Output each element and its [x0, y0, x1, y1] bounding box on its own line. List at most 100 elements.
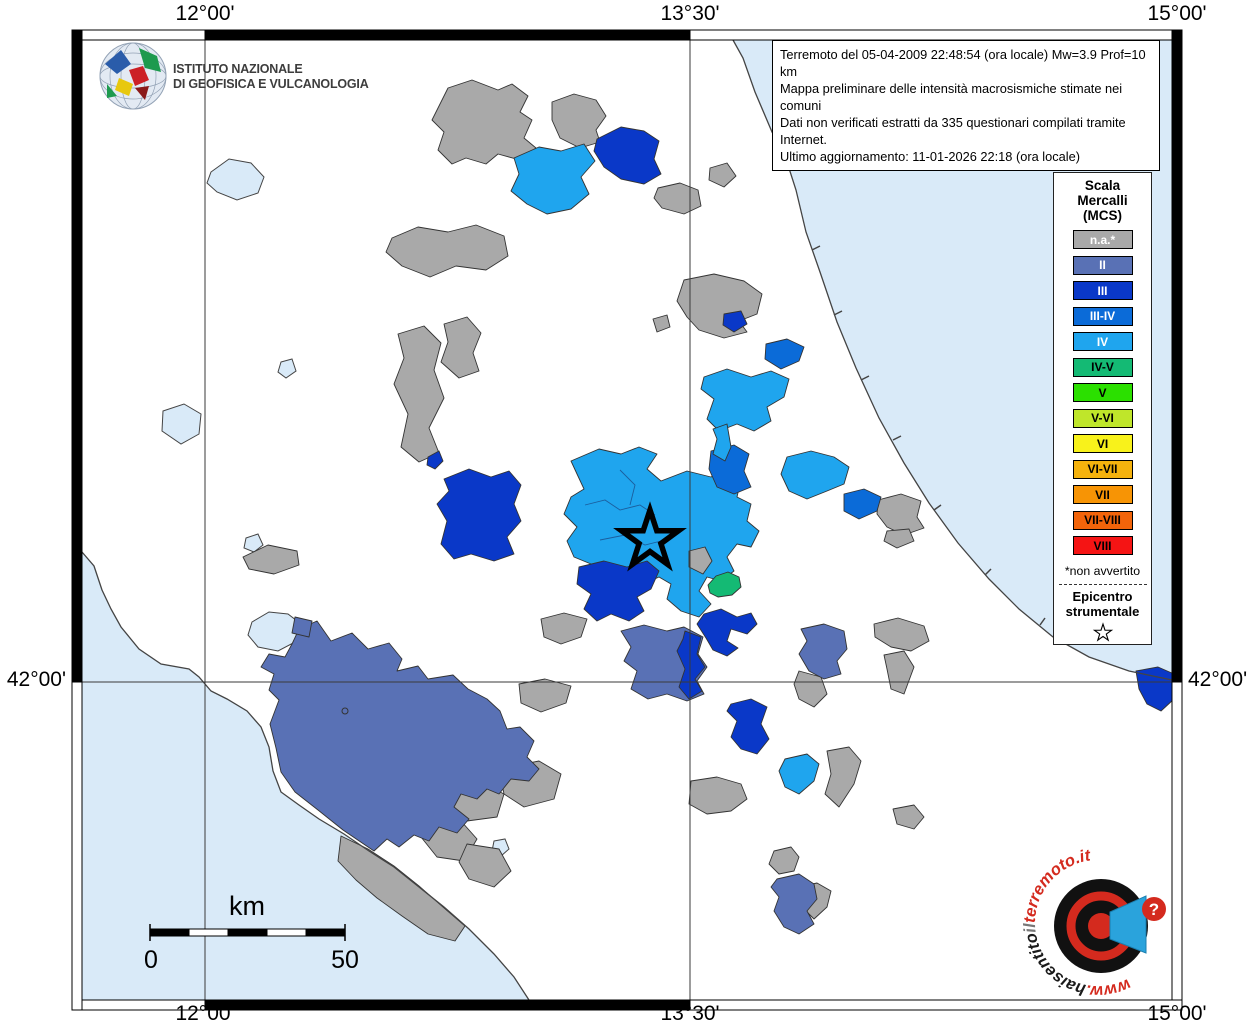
info-line-updated: Ultimo aggiornamento: 11-01-2026 22:18 (…: [780, 149, 1080, 164]
municipality-IV: [510, 143, 596, 215]
coord-label-left-42: 42°00': [6, 668, 66, 691]
legend-swatch-VI-VII: VI-VII: [1072, 459, 1133, 479]
municipality-IV: [780, 450, 850, 500]
municipality-na: [892, 804, 925, 830]
legend-title: Scala Mercalli (MCS): [1077, 178, 1127, 223]
ingv-logo-line1: ISTITUTO NAZIONALE: [173, 62, 303, 76]
coord-label-bottom-12: 12°00': [175, 1002, 235, 1024]
municipality-III: [726, 698, 770, 755]
municipality-IV-V: [707, 571, 742, 598]
municipality-IV: [778, 753, 820, 795]
legend-title-line2: Mercalli: [1077, 193, 1128, 208]
legend-swatch-IV: IV: [1072, 332, 1133, 351]
watermark-megaphone-icon: [1109, 895, 1147, 954]
municipality-na: [393, 325, 445, 463]
legend-swatch-VII: VII: [1072, 485, 1133, 504]
legend-box: Scala Mercalli (MCS) n.a.* II III III-IV IV I…: [1053, 172, 1152, 645]
epicenter-star: [613, 501, 687, 572]
legend-swatch-VII-VIII: VII-VIII: [1072, 510, 1133, 530]
legend-star-icon: [1092, 622, 1113, 642]
earthquake-info-box: Terremoto del 05-04-2009 22:48:54 (ora l…: [772, 40, 1160, 171]
municipality-na: [431, 79, 537, 165]
municipality-III: [722, 310, 748, 333]
coord-label-top-12: 12°00': [175, 2, 235, 25]
legend-epicenter-label: Epicentro strumentale: [1066, 589, 1140, 619]
lake: [277, 358, 297, 379]
scale-bar: km 0 50: [144, 891, 359, 974]
legend-footnote: *non avvertito: [1064, 564, 1141, 578]
municipality-na: [458, 843, 512, 888]
municipality-IV: [700, 368, 790, 432]
municipality-na: [824, 746, 862, 808]
municipality-III: [426, 450, 444, 470]
municipality-na: [688, 776, 748, 815]
legend-items: n.a.* II III III-IV IV IV-V V V-VI VI VI-VII VII VI…: [1072, 230, 1133, 555]
coord-label-bottom-15: 15°00': [1147, 1002, 1207, 1024]
legend-swatch-VI: VI: [1072, 434, 1133, 453]
legend-swatch-III-IV: III-IV: [1072, 306, 1133, 326]
legend-epicenter-line2: strumentale: [1065, 604, 1140, 619]
watermark-question-mark: ?: [1149, 900, 1159, 919]
legend-swatch-n.a.*: n.a.*: [1072, 230, 1133, 249]
coord-label-top-15: 15°00': [1147, 2, 1207, 25]
legend-swatch-V-VI: V-VI: [1072, 408, 1133, 428]
ingv-logo-text: ISTITUTO NAZIONALE DI GEOFISICA E VULCAN…: [173, 62, 369, 92]
municipality-III: [593, 126, 662, 185]
municipality-na: [883, 528, 915, 549]
legend-epicenter-line1: Epicentro: [1072, 589, 1133, 604]
municipality-II: [770, 873, 818, 935]
info-line-map-type: Mappa preliminare delle intensità macros…: [780, 81, 1123, 113]
municipality-III: [576, 560, 660, 622]
info-line-data-source: Dati non verificati estratti da 335 ques…: [780, 115, 1126, 147]
municipality-na: [540, 612, 588, 645]
municipality-na: [337, 835, 466, 942]
municipality-III-IV: [764, 338, 805, 370]
municipality-II: [291, 616, 313, 638]
haisentitoilterremoto-watermark: ? www.haisentitoilterremoto.it: [1021, 846, 1166, 1000]
scale-start-label: 0: [144, 946, 158, 974]
info-line-event: Terremoto del 05-04-2009 22:48:54 (ora l…: [780, 47, 1146, 79]
scale-unit-label: km: [229, 891, 265, 921]
coord-label-bottom-1330: 13°30': [660, 1002, 720, 1024]
municipality-II: [798, 623, 848, 680]
graticule-layer: [82, 40, 1172, 1000]
municipalities-layer: [242, 79, 1175, 942]
municipality-na: [873, 617, 930, 652]
municipality-II: [260, 620, 540, 852]
municipality-na: [652, 314, 671, 333]
municipality-III: [436, 468, 522, 562]
legend-swatch-V: V: [1072, 383, 1133, 402]
municipality-na: [883, 650, 915, 695]
coord-label-top-1330: 13°30': [660, 2, 720, 25]
ingv-globe-logo: [99, 42, 167, 110]
legend-title-line3: (MCS): [1083, 208, 1122, 223]
watermark-question-badge: [1142, 897, 1166, 921]
legend-swatch-IV-V: IV-V: [1072, 357, 1133, 377]
lake: [161, 403, 202, 445]
municipality-na: [551, 93, 607, 149]
municipality-na: [242, 544, 300, 575]
legend-swatch-III: III: [1072, 281, 1133, 300]
municipality-na: [518, 678, 572, 713]
municipality-na: [385, 224, 509, 278]
epicenter-star-icon: [613, 501, 687, 572]
ingv-logo-line2: DI GEOFISICA E VULCANOLOGIA: [173, 77, 369, 91]
municipality-na: [440, 316, 482, 379]
municipality-na: [688, 546, 713, 575]
municipality-III-IV: [843, 488, 882, 520]
scale-end-label: 50: [331, 946, 359, 974]
municipality-na: [708, 162, 737, 188]
municipality-III: [696, 608, 758, 657]
legend-swatch-VIII: VIII: [1072, 536, 1133, 555]
municipality-IV: [712, 423, 732, 462]
legend-divider: [1058, 584, 1147, 585]
map-frame: [71, 29, 1183, 1011]
municipality-na: [768, 846, 800, 875]
legend-title-line1: Scala: [1084, 178, 1121, 193]
municipality-na: [653, 182, 702, 215]
lake: [206, 158, 265, 201]
legend-swatch-II: II: [1072, 255, 1133, 275]
coord-label-right-42: 42°00': [1188, 668, 1248, 691]
lake: [243, 533, 264, 553]
